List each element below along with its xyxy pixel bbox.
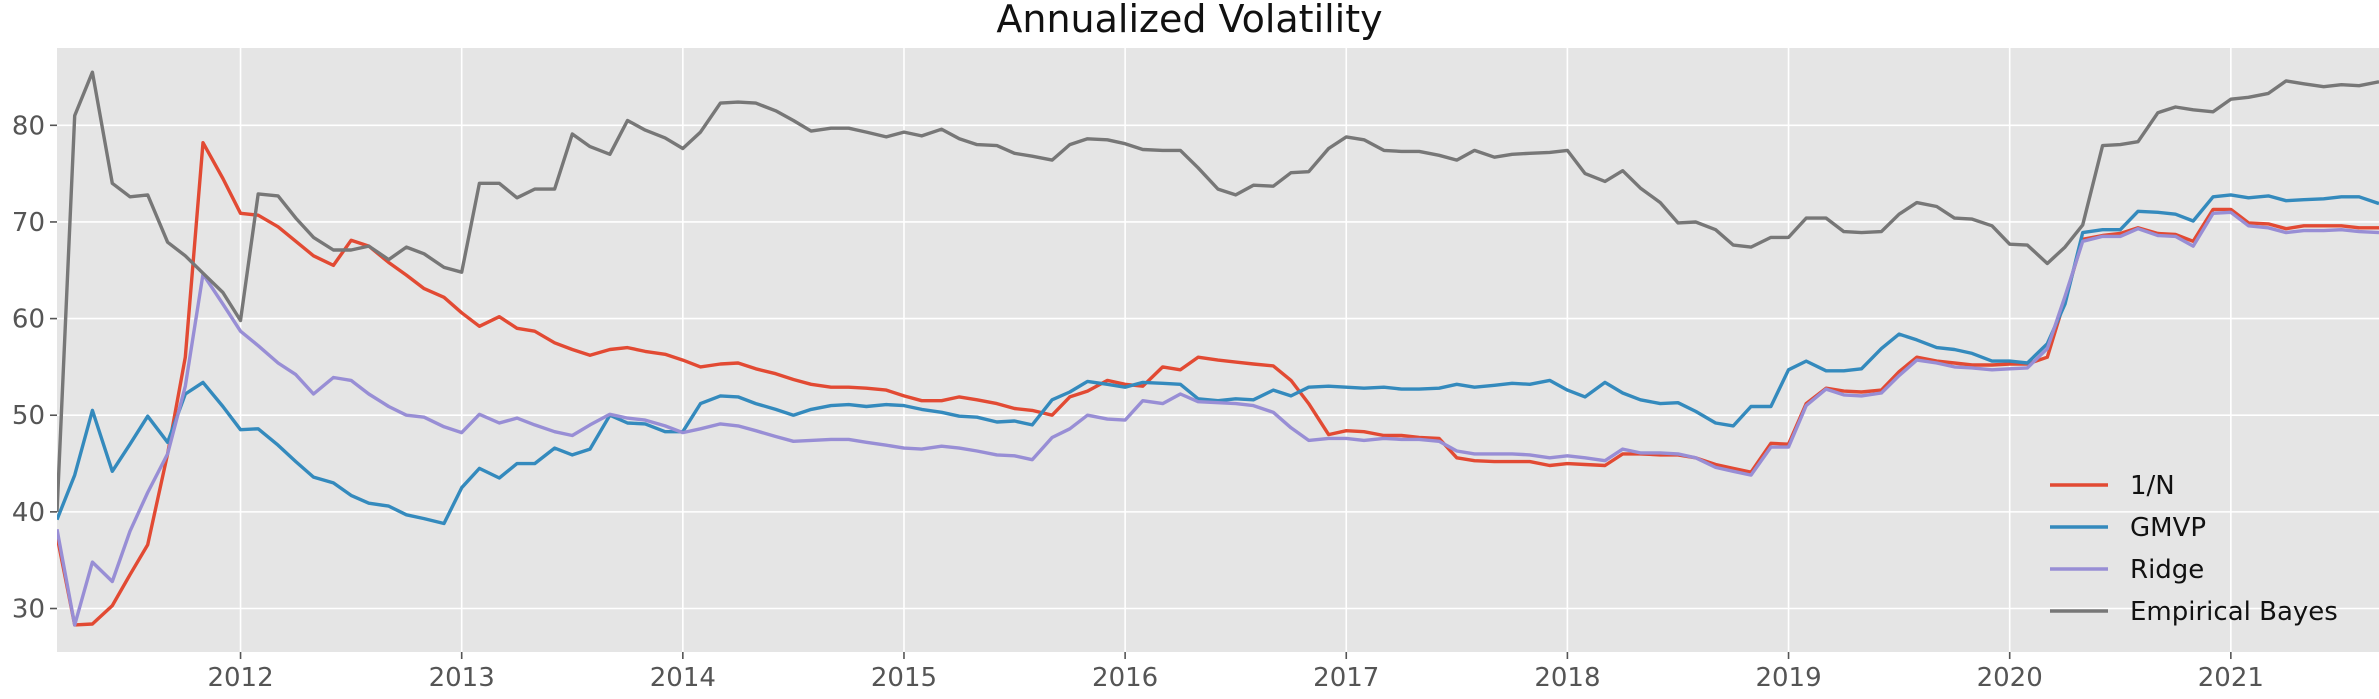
y-tick-label: 40 [12, 498, 45, 528]
y-tick-label: 80 [12, 111, 45, 141]
series-lines [57, 70, 2379, 627]
series-line-ridge [57, 210, 2379, 627]
series-line-one-over-n [57, 141, 2379, 627]
x-tick-label: 2019 [1755, 663, 1821, 693]
y-tick-label: 30 [12, 595, 45, 625]
x-tick-label: 2017 [1313, 663, 1379, 693]
x-tick-label: 2018 [1534, 663, 1600, 693]
x-tick-label: 2016 [1092, 663, 1158, 693]
y-tick-label: 50 [12, 401, 45, 431]
legend-label-ridge: Ridge [2130, 555, 2204, 585]
x-tick-label: 2013 [429, 663, 495, 693]
y-tick-label: 60 [12, 305, 45, 335]
x-tick-label: 2021 [2198, 663, 2264, 693]
legend-label-one-over-n: 1/N [2130, 471, 2175, 501]
series-line-empirical-bayes [57, 70, 2379, 512]
plot-area [57, 48, 2379, 652]
y-tick-label: 70 [12, 208, 45, 238]
x-axis: 2012 2013 2014 2015 2016 2017 2018 2019 2020 2021 [207, 652, 2264, 693]
x-tick-label: 2012 [207, 663, 273, 693]
series-line-gmvp [57, 193, 2379, 526]
chart-title: Annualized Volatility [996, 0, 1383, 41]
x-tick-label: 2020 [1977, 663, 2043, 693]
x-tick-label: 2015 [871, 663, 937, 693]
x-tick-label: 2014 [650, 663, 716, 693]
y-axis: 30 40 50 60 70 80 [12, 111, 57, 625]
legend[interactable]: 1/N GMVP Ridge Empirical Bayes [2050, 471, 2338, 627]
legend-label-gmvp: GMVP [2130, 513, 2206, 543]
legend-label-empirical-bayes: Empirical Bayes [2130, 597, 2338, 627]
